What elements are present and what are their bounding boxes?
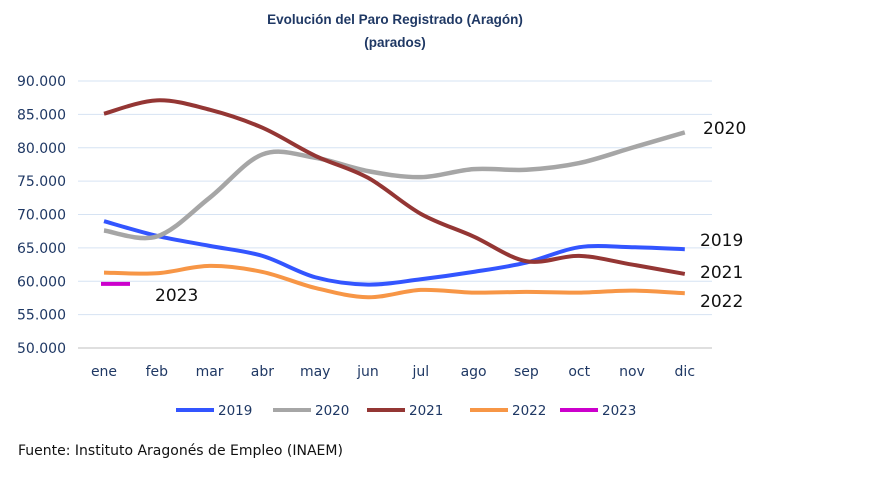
legend-item-2019: 2019 — [176, 403, 252, 419]
legend-label: 2023 — [602, 403, 636, 419]
source-note: Fuente: Instituto Aragonés de Empleo (IN… — [18, 443, 343, 459]
y-tick-label: 70.000 — [17, 208, 66, 224]
series-end-label-2019: 2019 — [700, 231, 743, 251]
x-tick-label: may — [300, 364, 331, 380]
x-tick-label: feb — [146, 364, 169, 380]
y-tick-label: 50.000 — [17, 341, 66, 357]
y-tick-label: 75.000 — [17, 174, 66, 190]
chart-subtitle: (parados) — [364, 35, 426, 50]
x-tick-label: ene — [91, 364, 117, 380]
chart-title: Evolución del Paro Registrado (Aragón) — [267, 12, 523, 27]
y-tick-label: 60.000 — [17, 274, 66, 290]
legend-label: 2020 — [315, 403, 349, 419]
x-tick-label: jul — [411, 364, 429, 380]
legend-item-2021: 2021 — [367, 403, 443, 419]
y-tick-label: 85.000 — [17, 107, 66, 123]
x-tick-label: ago — [461, 364, 487, 380]
legend-item-2020: 2020 — [273, 403, 349, 419]
series-line-2020 — [103, 130, 686, 241]
legend-label: 2022 — [512, 403, 546, 419]
y-tick-label: 90.000 — [17, 74, 66, 90]
x-tick-label: abr — [251, 364, 274, 380]
series-end-label-2023: 2023 — [155, 286, 198, 306]
series-end-label-2022: 2022 — [700, 292, 743, 312]
legend-label: 2021 — [409, 403, 443, 419]
legend-item-2022: 2022 — [470, 403, 546, 419]
legend-label: 2019 — [218, 403, 252, 419]
series-line-2021 — [103, 98, 686, 276]
y-tick-label: 80.000 — [17, 141, 66, 157]
series-end-label-2021: 2021 — [700, 263, 743, 283]
legend-item-2023: 2023 — [560, 403, 636, 419]
x-tick-label: sep — [514, 364, 539, 380]
y-tick-label: 65.000 — [17, 241, 66, 257]
y-tick-label: 55.000 — [17, 308, 66, 324]
series-line-2022 — [103, 263, 685, 300]
x-tick-label: jun — [356, 364, 379, 380]
series-end-label-2020: 2020 — [703, 119, 746, 139]
x-tick-label: nov — [619, 364, 645, 380]
series-line-2019 — [103, 219, 685, 287]
x-tick-label: dic — [675, 364, 695, 380]
x-tick-label: mar — [196, 364, 224, 380]
x-tick-label: oct — [568, 364, 590, 380]
